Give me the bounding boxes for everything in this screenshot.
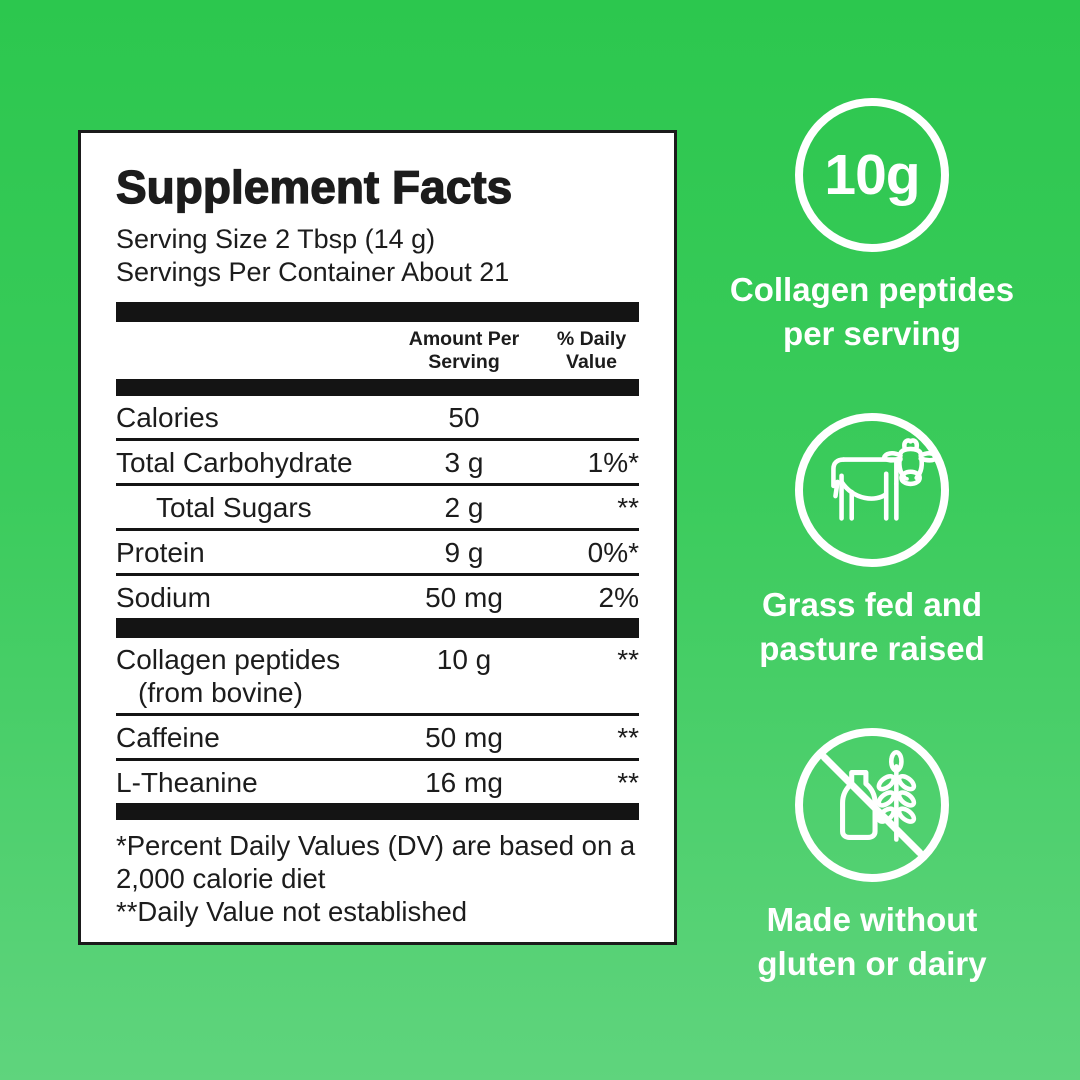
collagen-amount-circle: 10g: [795, 98, 949, 252]
table-row-collagen-peptides: Collagen peptides (from bovine) 10 g **: [116, 638, 639, 717]
row-name: Total Sugars: [156, 492, 312, 524]
row-name: Sodium: [116, 582, 211, 614]
table-row-caffeine: Caffeine 50 mg **: [116, 716, 639, 762]
separator-bar-thin: [116, 803, 639, 821]
row-amount: 50 mg: [425, 582, 503, 614]
row-dv: **: [617, 644, 639, 676]
row-name: Collagen peptides (from bovine): [116, 643, 384, 709]
badge-collagen-amount: 10g Collagen peptides per serving: [710, 98, 1034, 356]
row-dv: **: [617, 767, 639, 799]
separator-bar-thick: [116, 302, 639, 323]
grass-fed-circle: [795, 413, 949, 567]
row-name: Calories: [116, 402, 219, 434]
row-dv: 0%*: [587, 537, 639, 569]
row-amount: 50: [448, 402, 480, 434]
percent-daily-value-header: % Daily Value: [556, 328, 627, 374]
badge-caption: pasture raised: [759, 630, 985, 667]
servings-per-container-text: Servings Per Container About 21: [116, 257, 510, 288]
no-gluten-dairy-circle: [795, 728, 949, 882]
row-dv: **: [617, 492, 639, 524]
separator-bar-thick: [116, 618, 639, 639]
row-amount: 3 g: [444, 447, 484, 479]
serving-size-text: Serving Size 2 Tbsp (14 g): [116, 224, 436, 255]
row-amount: 10 g: [436, 644, 492, 676]
badge-no-gluten-dairy: Made without gluten or dairy: [710, 728, 1034, 986]
table-row-sodium: Sodium 50 mg 2%: [116, 576, 639, 618]
row-amount: 16 mg: [425, 767, 503, 799]
row-name: Total Carbohydrate: [116, 447, 353, 479]
row-name-line2: (from bovine): [138, 677, 303, 709]
badge-grass-fed: Grass fed and pasture raised: [710, 413, 1034, 671]
collagen-grams-value: 10g: [824, 143, 920, 207]
row-name: Protein: [116, 537, 205, 569]
badge-caption: per serving: [783, 315, 961, 352]
amount-per-serving-header: Amount Per Serving: [408, 328, 520, 374]
footnote-not-established: **Daily Value not established: [116, 896, 468, 928]
table-row-calories: Calories 50: [116, 396, 639, 442]
badge-caption: Grass fed and: [761, 586, 983, 623]
row-name: Caffeine: [116, 722, 220, 754]
row-dv: 2%: [598, 582, 639, 614]
footnote-daily-values: *Percent Daily Values (DV) are based on …: [116, 830, 636, 895]
separator-bar-thin: [116, 379, 639, 397]
row-dv: **: [617, 722, 639, 754]
row-amount: 2 g: [444, 492, 484, 524]
supplement-facts-panel: Supplement Facts Serving Size 2 Tbsp (14…: [78, 130, 677, 945]
footnotes: *Percent Daily Values (DV) are based on …: [116, 829, 639, 928]
row-name-line1: Collagen peptides: [116, 644, 341, 676]
table-header-row: Amount Per Serving % Daily Value: [116, 322, 639, 379]
no-gluten-dairy-icon: [820, 749, 924, 857]
row-amount: 50 mg: [425, 722, 503, 754]
table-row-total-carbohydrate: Total Carbohydrate 3 g 1%*: [116, 441, 639, 487]
panel-title: Supplement Facts: [115, 161, 513, 213]
row-name: L-Theanine: [116, 767, 258, 799]
badge-caption: Collagen peptides: [729, 271, 1015, 308]
table-row-l-theanine: L-Theanine 16 mg **: [116, 761, 639, 803]
table-row-total-sugars: Total Sugars 2 g **: [116, 486, 639, 532]
cow-icon: [831, 438, 940, 521]
table-row-protein: Protein 9 g 0%*: [116, 531, 639, 577]
row-dv: 1%*: [587, 447, 639, 479]
badge-caption: Made without: [766, 901, 978, 938]
badge-caption: gluten or dairy: [757, 945, 987, 982]
row-amount: 9 g: [444, 537, 484, 569]
